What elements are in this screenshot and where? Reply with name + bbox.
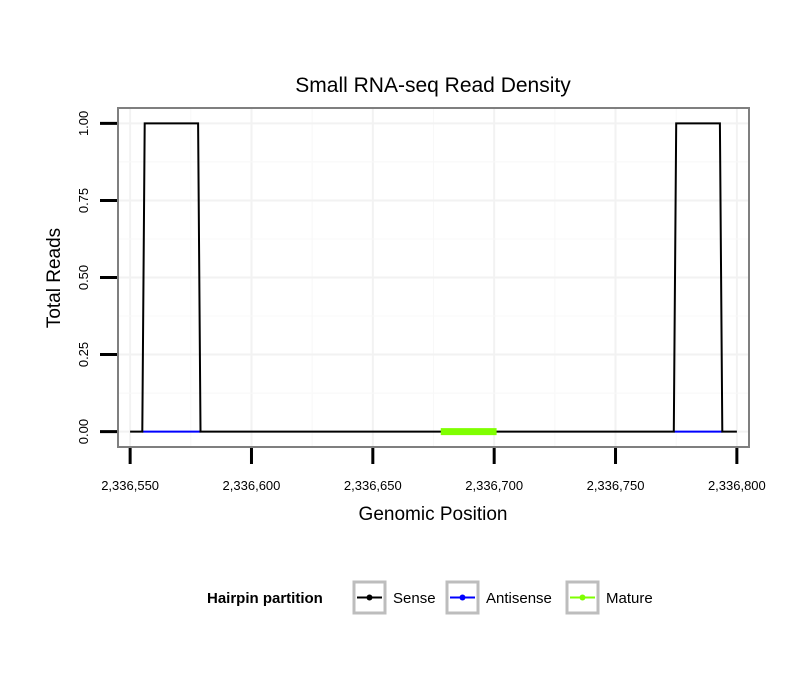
legend-items: Sense Antisense Mature — [352, 580, 653, 615]
x-tick-label: 2,336,750 — [587, 478, 645, 493]
legend: Hairpin partition Sense Antisense Mature — [207, 580, 653, 615]
y-tick-label: 0.50 — [76, 265, 91, 290]
y-tick-label: 0.75 — [76, 188, 91, 213]
legend-label-antisense: Antisense — [486, 590, 552, 607]
legend-label-sense: Sense — [393, 590, 436, 607]
y-axis: 0.00 0.25 0.50 0.75 1.00 — [76, 111, 117, 444]
legend-key-point-sense — [366, 594, 373, 601]
x-tick-label: 2,336,800 — [708, 478, 766, 493]
panel-border — [117, 107, 750, 448]
grid-lines — [118, 108, 749, 447]
y-tick-label: 0.00 — [76, 419, 91, 444]
x-axis: 2,336,550 2,336,600 2,336,650 2,336,700 2,33… — [101, 448, 766, 493]
y-axis-label: Total Reads — [44, 228, 65, 328]
series-lines — [130, 122, 737, 436]
x-tick-label: 2,336,550 — [101, 478, 159, 493]
y-tick-label: 0.25 — [76, 342, 91, 367]
legend-key-point-mature — [579, 594, 586, 601]
series-sense-line — [130, 122, 737, 433]
chart-title: Small RNA-seq Read Density — [295, 74, 571, 97]
x-tick-label: 2,336,600 — [223, 478, 281, 493]
legend-key-point-antisense — [459, 594, 466, 601]
y-tick-label: 1.00 — [76, 111, 91, 136]
x-tick-label: 2,336,650 — [344, 478, 402, 493]
x-tick-label: 2,336,700 — [465, 478, 523, 493]
legend-label-mature: Mature — [606, 590, 653, 607]
plot-panel — [117, 107, 750, 448]
x-axis-label: Genomic Position — [359, 504, 508, 525]
legend-title: Hairpin partition — [207, 590, 323, 607]
